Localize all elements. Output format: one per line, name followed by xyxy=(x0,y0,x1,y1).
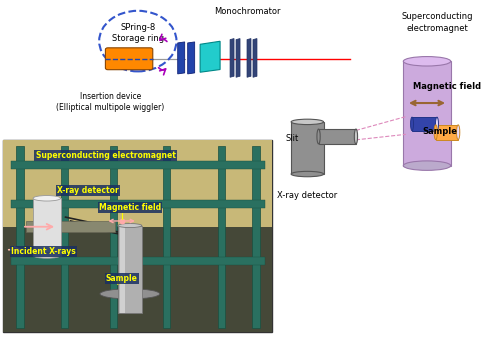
Bar xyxy=(10,258,265,265)
Ellipse shape xyxy=(33,253,60,258)
Text: X-ray detector: X-ray detector xyxy=(277,191,338,200)
Text: Monochromator: Monochromator xyxy=(214,7,281,16)
Polygon shape xyxy=(436,125,458,140)
Polygon shape xyxy=(178,42,184,74)
Polygon shape xyxy=(236,39,240,77)
Bar xyxy=(162,146,170,329)
Polygon shape xyxy=(318,129,356,144)
Bar xyxy=(16,146,24,329)
Bar xyxy=(10,162,265,169)
Ellipse shape xyxy=(404,56,450,66)
Ellipse shape xyxy=(434,125,438,140)
Ellipse shape xyxy=(410,117,414,130)
Polygon shape xyxy=(404,61,450,166)
Bar xyxy=(33,198,60,256)
Polygon shape xyxy=(253,39,257,77)
Bar xyxy=(118,225,142,313)
Polygon shape xyxy=(412,117,437,130)
Ellipse shape xyxy=(291,171,324,177)
Polygon shape xyxy=(200,41,220,72)
Text: Superconducting electromagnet: Superconducting electromagnet xyxy=(36,151,175,160)
Bar xyxy=(60,146,68,329)
Ellipse shape xyxy=(100,289,160,299)
Bar xyxy=(10,200,265,208)
Text: Insertion device
(Elliptical multipole wiggler): Insertion device (Elliptical multipole w… xyxy=(56,92,164,112)
Polygon shape xyxy=(188,42,194,74)
Polygon shape xyxy=(291,122,324,174)
Ellipse shape xyxy=(456,125,460,140)
Bar xyxy=(3,140,272,332)
Text: Slit: Slit xyxy=(286,134,299,143)
Text: Incident X-rays: Incident X-rays xyxy=(12,247,76,256)
Ellipse shape xyxy=(317,129,320,144)
Polygon shape xyxy=(247,39,251,77)
Ellipse shape xyxy=(354,129,358,144)
Text: Magnetic field: Magnetic field xyxy=(413,82,481,91)
Ellipse shape xyxy=(118,223,142,227)
Bar xyxy=(26,221,116,233)
Bar xyxy=(3,227,272,332)
Text: Magnetic field: Magnetic field xyxy=(98,203,161,212)
Text: Sample: Sample xyxy=(106,274,138,283)
Bar xyxy=(110,146,117,329)
Bar xyxy=(120,225,125,313)
Ellipse shape xyxy=(436,117,438,130)
Text: Sample: Sample xyxy=(422,127,457,137)
Text: Superconducting
electromagnet: Superconducting electromagnet xyxy=(401,13,472,32)
Ellipse shape xyxy=(291,119,324,125)
Ellipse shape xyxy=(404,161,450,170)
Bar xyxy=(3,140,272,227)
Text: X-ray detector: X-ray detector xyxy=(57,186,119,195)
FancyBboxPatch shape xyxy=(106,48,153,70)
Polygon shape xyxy=(230,39,234,77)
Bar xyxy=(252,146,260,329)
Ellipse shape xyxy=(33,196,60,201)
Text: Magnetic field: Magnetic field xyxy=(98,203,161,212)
Text: SPring-8
Storage ring: SPring-8 Storage ring xyxy=(112,23,164,43)
Bar xyxy=(218,146,224,329)
